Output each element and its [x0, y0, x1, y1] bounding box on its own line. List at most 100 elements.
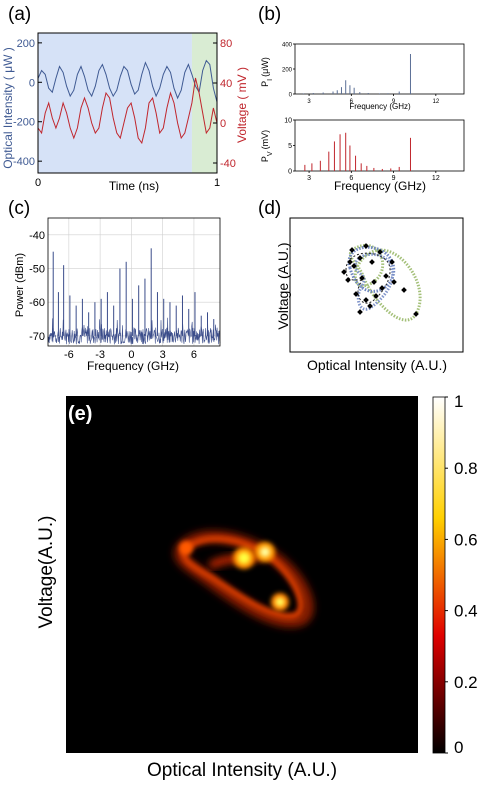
- chart-a-ytick-right-label: -40: [220, 158, 236, 170]
- chart-b-bottom-xtick-label: 9: [392, 175, 396, 182]
- chart-b-top-xtick-label: 3: [307, 99, 311, 105]
- chart-d-marker: [351, 263, 357, 269]
- chart-d-marker: [383, 273, 389, 279]
- chart-b-bottom-xlabel: Frequency (GHz): [334, 179, 426, 193]
- chart-d-marker: [369, 259, 375, 265]
- chart-d-marker: [363, 297, 369, 303]
- chart-c-ytick-label: -40: [29, 230, 45, 242]
- chart-b-top-xlabel: Frequency (GHz): [349, 102, 411, 111]
- chart-a-ytick-right-label: 80: [220, 38, 232, 50]
- colorbar-tick-label: 0.6: [454, 530, 478, 549]
- chart-c-xtick-label: 0: [128, 349, 134, 361]
- chart-a-series-left: [37, 59, 218, 103]
- chart-a-shade-0: [38, 33, 192, 173]
- chart-b-top-ylabel-sub: I: [267, 79, 274, 81]
- chart-b-top-ytick-label: 400: [282, 43, 293, 49]
- attractor-black-loop: [345, 252, 391, 304]
- chart-b-bottom: 3 6 9 12 0 5 10 Frequency (GHz) PV(mV): [260, 118, 465, 193]
- chart-d-marker: [345, 277, 351, 283]
- chart-c-frame: [47, 217, 221, 347]
- chart-a-frame: [37, 32, 218, 174]
- chart-d-marker: [391, 279, 397, 285]
- chart-b-top-xtick-label: 6: [350, 99, 354, 105]
- chart-a-xtick-label: 0: [35, 177, 41, 189]
- chart-b-bottom-xtick-label: 3: [307, 175, 311, 182]
- chart-c: -6 -3 0 3 6 -40 -50 -60 -70 Frequency (GHz) Powe…: [14, 217, 221, 373]
- chart-d-attractor: [345, 243, 422, 322]
- chart-d-marker: [363, 243, 369, 249]
- chart-d-marker: [401, 287, 407, 293]
- attractor-blue-loop-2: [353, 252, 395, 311]
- chart-a-ylabel-left: Optical Intensity ( μW ): [1, 47, 15, 169]
- chart-d-marker: [349, 247, 355, 253]
- chart-b-top-xtick-label: 9: [392, 99, 396, 105]
- svg-text:PV(mV): PV(mV): [260, 130, 274, 162]
- chart-d-marker: [379, 285, 385, 291]
- chart-d-marker: [357, 309, 363, 315]
- chart-b-bottom-xtick-label: 12: [432, 175, 440, 182]
- chart-a-ytick-right-label: 0: [220, 118, 226, 130]
- chart-c-xtick-label: -3: [95, 349, 105, 361]
- chart-b-top: 3 6 9 12 0 200 400 Frequency (GHz) PI (μW): [260, 43, 465, 111]
- chart-a-ytick-left-label: -200: [13, 117, 35, 129]
- chart-d-xlabel: Optical Intensity (A.U.): [307, 357, 447, 373]
- colorbar-tick-label: 0: [454, 738, 463, 757]
- chart-c-ylabel: Power (dBm): [14, 253, 26, 317]
- chart-a-ytick-left-label: 200: [17, 38, 35, 50]
- chart-b-bottom-ylabel-unit: (mV): [260, 130, 270, 150]
- chart-b-bottom-xtick-label: 6: [349, 175, 353, 182]
- chart-d-frame: [289, 217, 464, 353]
- colorbar: [432, 396, 446, 754]
- chart-a-ytick-right-label: 40: [220, 78, 232, 90]
- chart-d-marker: [367, 303, 373, 309]
- chart-d-marker: [371, 279, 377, 285]
- chart-c-xtick-label: -6: [64, 349, 74, 361]
- panel-label-b: (b): [258, 4, 282, 25]
- chart-e-xlabel: Optical Intensity (A.U.): [147, 760, 337, 781]
- chart-a-series-right: [37, 77, 218, 145]
- chart-d-marker: [357, 255, 363, 261]
- chart-b-top-xtick-label: 12: [432, 99, 439, 105]
- colorbar-tick-label: 0.8: [454, 459, 478, 478]
- chart-d-marker: [373, 293, 379, 299]
- chart-b-top-ylabel-unit: (μW): [260, 57, 270, 77]
- chart-a-ytick-left-label: 0: [29, 77, 35, 89]
- chart-c-ytick-label: -50: [29, 264, 45, 276]
- chart-d-marker: [359, 275, 365, 281]
- heatmap-density: [174, 530, 314, 628]
- chart-b-bottom-ytick-label: 0: [288, 169, 292, 176]
- chart-e-ylabel: Voltage(A.U.): [36, 516, 57, 629]
- chart-c-ytick-label: -70: [29, 331, 45, 343]
- chart-d-marker: [389, 259, 395, 265]
- chart-b-bottom-ylabel-main: P: [260, 156, 270, 162]
- panel-label-a: (a): [8, 4, 32, 25]
- chart-d-marker: [377, 249, 383, 255]
- chart-b-top-ytick-label: 0: [289, 93, 293, 99]
- chart-c-xlabel: Frequency (GHz): [87, 359, 179, 373]
- colorbar-tick-label: 1: [454, 392, 463, 411]
- chart-b-bottom-ytick-label: 5: [288, 143, 292, 150]
- chart-d-marker: [341, 269, 347, 275]
- svg-text:PI(μW): PI (μW): [260, 57, 274, 87]
- chart-a-ytick-left-label: -400: [13, 156, 35, 168]
- chart-d-marker: [353, 291, 359, 297]
- chart-a: 0 1 200 0 -200 -400 80 40 0 -40 Time (ns) Optical…: [1, 32, 249, 193]
- panel-label-d: (d): [258, 198, 282, 219]
- chart-b-bottom-ytick-label: 10: [284, 118, 292, 125]
- chart-b-bottom-ylabel-sub: V: [267, 151, 274, 156]
- chart-c-noise-trace: [47, 317, 221, 345]
- chart-c-ytick-label: -60: [29, 297, 45, 309]
- chart-d-marker: [413, 311, 419, 317]
- chart-d: Optical Intensity (A.U.) Voltage (A.U.): [275, 217, 464, 373]
- panel-label-c: (c): [8, 198, 31, 219]
- chart-b-top-ytick-label: 200: [282, 68, 293, 74]
- heatmap-canvas: [66, 396, 418, 753]
- chart-c-xtick-label: 6: [191, 349, 197, 361]
- chart-a-xtick-label: 1: [214, 177, 220, 189]
- chart-a-xlabel: Time (ns): [109, 179, 159, 193]
- chart-a-ylabel-right: Voltage ( mV ): [235, 67, 249, 143]
- panel-label-e-text: (e): [68, 403, 92, 425]
- chart-c-xtick-label: 3: [160, 349, 166, 361]
- colorbar-tick-label: 0.2: [454, 673, 478, 692]
- chart-d-ylabel: Voltage (A.U.): [275, 242, 291, 329]
